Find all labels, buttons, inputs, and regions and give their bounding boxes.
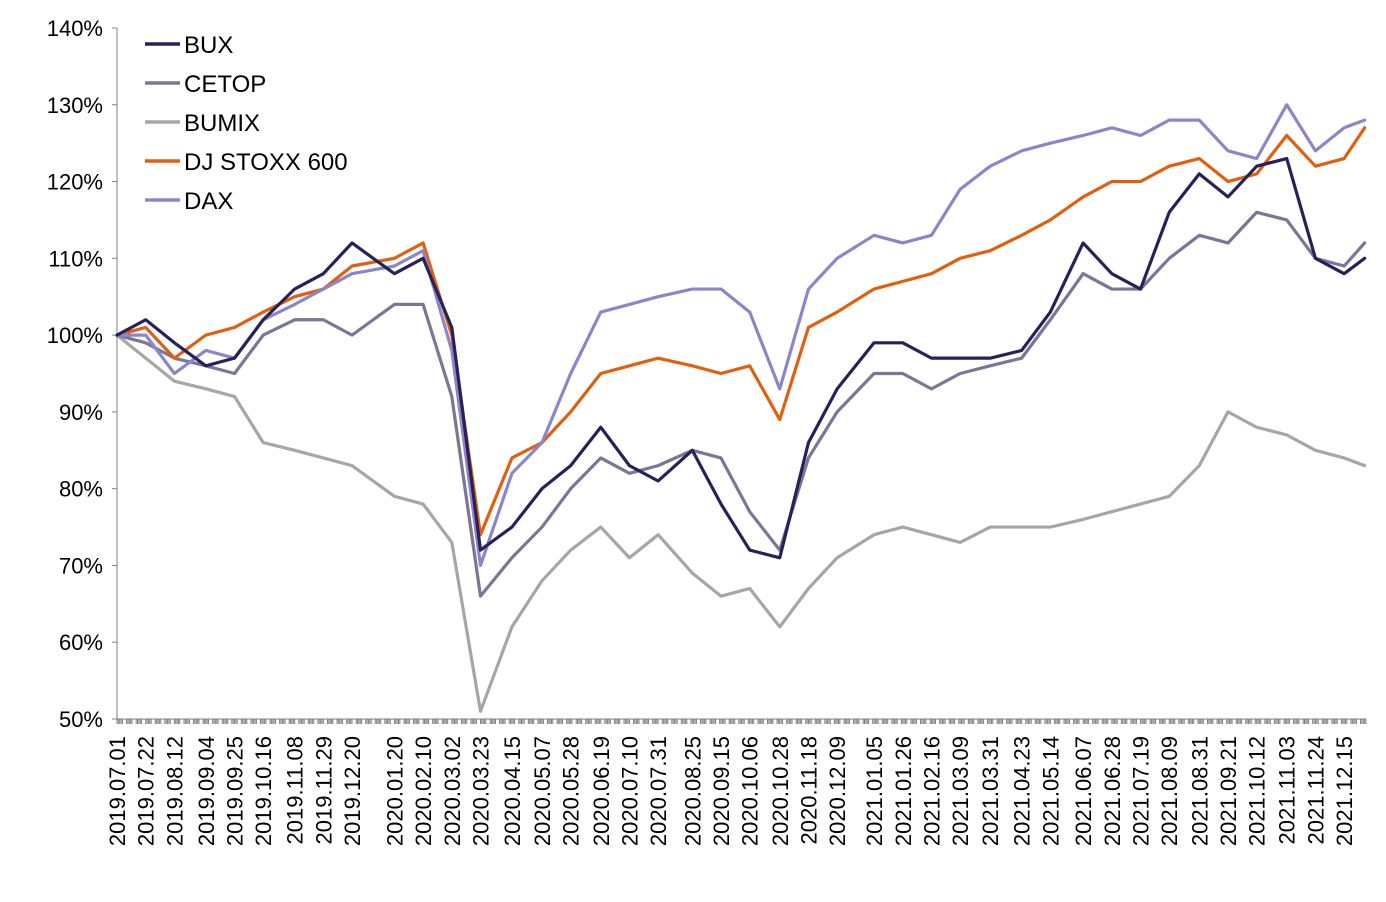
x-tick-label: 2021.03.09 <box>948 736 973 846</box>
x-tick-label: 2019.10.16 <box>251 736 276 846</box>
y-tick-label: 60% <box>59 630 103 655</box>
x-tick-label: 2019.11.08 <box>283 736 308 844</box>
x-tick-label: 2020.10.06 <box>738 736 763 846</box>
x-tick-label: 2021.10.12 <box>1245 736 1270 846</box>
x-tick-label: 2020.06.19 <box>589 736 614 846</box>
legend-label-dj-stoxx-600: DJ STOXX 600 <box>184 149 348 176</box>
x-tick-label: 2021.09.21 <box>1216 736 1241 846</box>
x-tick-label: 2019.07.01 <box>105 736 130 846</box>
x-tick-label: 2021.11.24 <box>1303 736 1328 844</box>
y-tick-label: 50% <box>59 707 103 732</box>
x-tick-label: 2020.11.18 <box>796 736 821 844</box>
chart-series-lines <box>115 103 1367 713</box>
x-tick-label: 2021.05.14 <box>1038 736 1063 846</box>
x-tick-label: 2019.11.29 <box>311 736 336 844</box>
x-tick-label: 2021.08.31 <box>1187 736 1212 846</box>
x-tick-label: 2019.12.20 <box>340 736 365 846</box>
x-tick-label: 2019.09.25 <box>223 736 248 846</box>
x-tick-label: 2020.10.28 <box>768 736 793 846</box>
x-tick-label: 2020.02.10 <box>411 736 436 846</box>
legend-label-cetop: CETOP <box>184 71 266 98</box>
y-tick-label: 80% <box>59 477 103 502</box>
x-tick-label: 2021.02.16 <box>919 736 944 846</box>
x-tick-label: 2021.06.28 <box>1100 736 1125 846</box>
y-tick-label: 130% <box>47 93 103 118</box>
x-tick-label: 2020.08.25 <box>680 736 705 846</box>
x-tick-label: 2019.07.22 <box>134 736 159 846</box>
legend-label-bumix: BUMIX <box>184 110 260 137</box>
y-tick-label: 70% <box>59 553 103 578</box>
x-tick-label: 2021.03.31 <box>978 736 1003 846</box>
y-tick-label: 90% <box>59 400 103 425</box>
y-tick-label: 140% <box>47 16 103 41</box>
x-tick-label: 2021.11.03 <box>1275 736 1300 844</box>
chart-axes: 50% 60% 70% 80% 90% 100% 110% 120% 130% 140% 2019.… <box>47 16 1367 846</box>
x-tick-label: 2021.07.19 <box>1129 736 1154 846</box>
x-tick-label: 2019.08.12 <box>162 736 187 846</box>
x-tick-label: 2020.03.02 <box>440 736 465 846</box>
series-line-bux <box>115 156 1367 560</box>
series-line-bumix <box>115 333 1367 713</box>
series-line-dax <box>115 103 1367 568</box>
x-tick-label: 2020.07.10 <box>617 736 642 846</box>
legend-label-dax: DAX <box>184 188 233 215</box>
x-tick-label: 2021.01.26 <box>891 736 916 846</box>
x-tick-label: 2021.04.23 <box>1010 736 1035 846</box>
x-tick-label: 2019.09.04 <box>194 736 219 846</box>
y-tick-label: 120% <box>47 170 103 195</box>
chart-legend: BUX CETOP BUMIX DJ STOXX 600 DAX <box>145 32 348 215</box>
x-tick-label: 2020.05.28 <box>559 736 584 846</box>
x-tick-label: 2021.01.05 <box>862 736 887 846</box>
y-tick-label: 110% <box>48 246 103 271</box>
x-tick-label: 2021.06.07 <box>1071 736 1096 846</box>
x-tick-label: 2020.09.15 <box>709 736 734 846</box>
series-line-cetop <box>115 210 1367 598</box>
legend-label-bux: BUX <box>184 32 233 59</box>
x-axis-ticks <box>116 719 1367 724</box>
x-tick-label: 2021.12.15 <box>1332 736 1357 846</box>
y-tick-label: 100% <box>47 323 103 348</box>
x-tick-label: 2020.12.09 <box>825 736 850 846</box>
x-tick-label: 2021.08.09 <box>1157 736 1182 846</box>
x-tick-label: 2020.03.23 <box>468 736 493 846</box>
x-tick-label: 2020.07.31 <box>646 736 671 846</box>
x-tick-label: 2020.05.07 <box>530 736 555 846</box>
x-tick-label: 2020.01.20 <box>382 736 407 846</box>
series-line-dj-stoxx-600 <box>115 126 1367 537</box>
x-tick-label: 2020.04.15 <box>500 736 525 846</box>
